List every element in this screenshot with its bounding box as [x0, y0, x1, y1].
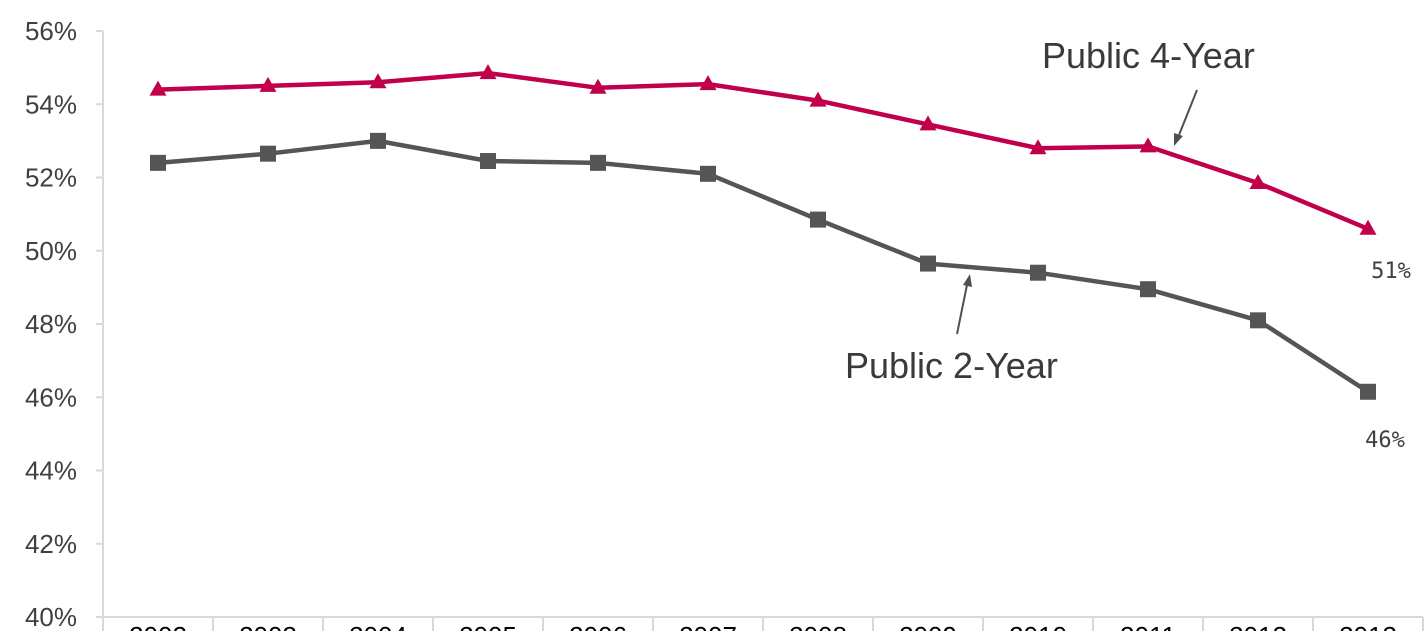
y-tick-label: 52% — [25, 163, 77, 193]
data-point-public-2-year — [1360, 383, 1376, 400]
x-tick-label: 2010 — [1009, 621, 1067, 631]
data-point-public-4-year — [1029, 139, 1047, 155]
data-point-public-2-year — [1250, 312, 1266, 329]
data-point-public-4-year — [259, 76, 277, 92]
y-tick-label: 48% — [25, 309, 77, 339]
axes — [102, 31, 1423, 618]
y-tick-label: 56% — [25, 16, 77, 46]
data-point-public-4-year — [1249, 174, 1267, 189]
series-public-2-year — [150, 132, 1376, 400]
y-tick-label: 50% — [25, 236, 77, 266]
data-point-public-2-year — [1030, 264, 1046, 281]
x-tick-label: 2003 — [239, 621, 297, 631]
data-point-public-2-year — [480, 153, 496, 170]
data-point-public-4-year — [1139, 137, 1157, 153]
x-tick-label: 2006 — [569, 621, 627, 631]
series-label-public-2-year: Public 2-Year — [845, 345, 1058, 386]
y-axis-ticks: 40% 42% 44% 46% 48% 50% 52% 54% 56% — [25, 16, 103, 631]
x-axis-ticks: 2002 2003 2004 2005 2006 2007 2008 2009 2010 2011… — [102, 617, 1424, 631]
arrow-public-4-year — [1176, 89, 1198, 141]
data-point-public-4-year — [1359, 219, 1377, 235]
data-point-public-2-year — [260, 145, 276, 162]
data-point-public-2-year — [150, 154, 166, 171]
annotation-public-2-year: Public 2-Year — [845, 274, 1058, 386]
y-tick-label: 44% — [25, 456, 77, 486]
data-point-public-4-year — [919, 115, 937, 131]
data-point-public-4-year — [699, 75, 717, 91]
end-label-public-2-year: 46% — [1365, 428, 1405, 453]
data-point-public-2-year — [920, 255, 936, 272]
end-label-public-4-year: 51% — [1371, 259, 1411, 284]
data-point-public-4-year — [149, 80, 167, 96]
series-line-public-4-year — [157, 70, 1369, 231]
data-point-public-4-year — [479, 64, 497, 80]
arrowhead-public-4-year — [1174, 133, 1183, 146]
y-tick-label: 54% — [25, 89, 77, 119]
x-tick-label: 2009 — [899, 621, 957, 631]
x-tick-label: 2007 — [679, 621, 737, 631]
y-tick-label: 46% — [25, 382, 77, 412]
series-line-public-2-year — [157, 138, 1370, 394]
data-point-public-2-year — [700, 165, 716, 182]
arrowhead-public-2-year — [963, 274, 972, 287]
y-tick-label: 42% — [25, 529, 77, 559]
data-point-public-4-year — [589, 78, 607, 94]
arrow-public-2-year — [956, 279, 969, 335]
annotation-public-4-year: Public 4-Year — [1042, 35, 1255, 146]
y-tick-label: 40% — [25, 602, 77, 631]
x-tick-label: 2011 — [1120, 621, 1176, 631]
x-tick-label: 2012 — [1229, 621, 1287, 631]
x-tick-label: 2005 — [459, 621, 517, 631]
data-point-public-2-year — [590, 154, 606, 171]
data-point-public-2-year — [810, 211, 826, 228]
data-point-public-4-year — [809, 91, 827, 107]
series-layer — [149, 64, 1377, 400]
series-public-4-year — [149, 64, 1377, 235]
x-tick-label: 2013 — [1339, 621, 1397, 631]
x-tick-label: 2004 — [349, 621, 407, 631]
data-point-public-4-year — [369, 73, 387, 89]
x-tick-label: 2008 — [789, 621, 847, 631]
series-label-public-4-year: Public 4-Year — [1042, 35, 1255, 76]
x-tick-label: 2002 — [129, 621, 187, 631]
data-point-public-2-year — [370, 132, 386, 149]
data-point-public-2-year — [1140, 281, 1156, 298]
